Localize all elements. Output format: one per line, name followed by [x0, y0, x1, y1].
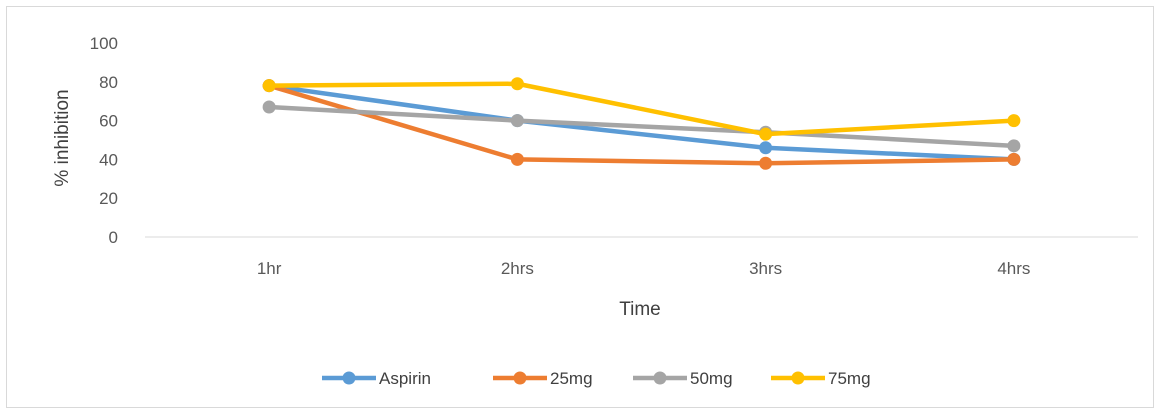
y-axis-title: % inhibition	[52, 89, 73, 186]
legend-marker-25mg	[513, 371, 527, 385]
legend-marker-50mg	[653, 371, 667, 385]
legend-marker-aspirin	[342, 371, 356, 385]
x-tick-label: 4hrs	[997, 259, 1030, 278]
legend-label-50mg: 50mg	[690, 369, 733, 388]
x-tick-label: 2hrs	[501, 259, 534, 278]
series-line-75mg	[266, 81, 1017, 137]
series-line-aspirin	[266, 83, 1017, 162]
y-tick-label: 0	[109, 228, 118, 247]
legend-label-75mg: 75mg	[828, 369, 871, 388]
y-tick-label: 80	[99, 73, 118, 92]
x-tick-label: 3hrs	[749, 259, 782, 278]
x-tick-label: 1hr	[257, 259, 282, 278]
data-point-25mg	[510, 152, 524, 166]
data-point-25mg	[1007, 152, 1021, 166]
x-axis-title: Time	[619, 299, 661, 320]
series-line-50mg	[266, 104, 1017, 149]
y-tick-label: 20	[99, 189, 118, 208]
legend-label-aspirin: Aspirin	[379, 369, 431, 388]
y-tick-label: 40	[99, 150, 118, 169]
y-tick-label: 100	[90, 34, 118, 53]
data-point-75mg	[1007, 114, 1021, 128]
data-point-50mg	[262, 100, 276, 114]
data-point-75mg	[262, 79, 276, 93]
legend-label-25mg: 25mg	[550, 369, 593, 388]
data-point-aspirin	[759, 141, 773, 155]
legend-marker-75mg	[791, 371, 805, 385]
data-point-50mg	[1007, 139, 1021, 153]
series-line-25mg	[266, 83, 1017, 166]
data-point-50mg	[510, 114, 524, 128]
y-tick-label: 60	[99, 112, 118, 131]
legend: Aspirin 25mg 50mg 75mg	[322, 369, 871, 388]
chart-frame	[6, 6, 1154, 408]
data-point-75mg	[510, 77, 524, 91]
data-point-75mg	[759, 127, 773, 141]
data-point-25mg	[759, 156, 773, 170]
